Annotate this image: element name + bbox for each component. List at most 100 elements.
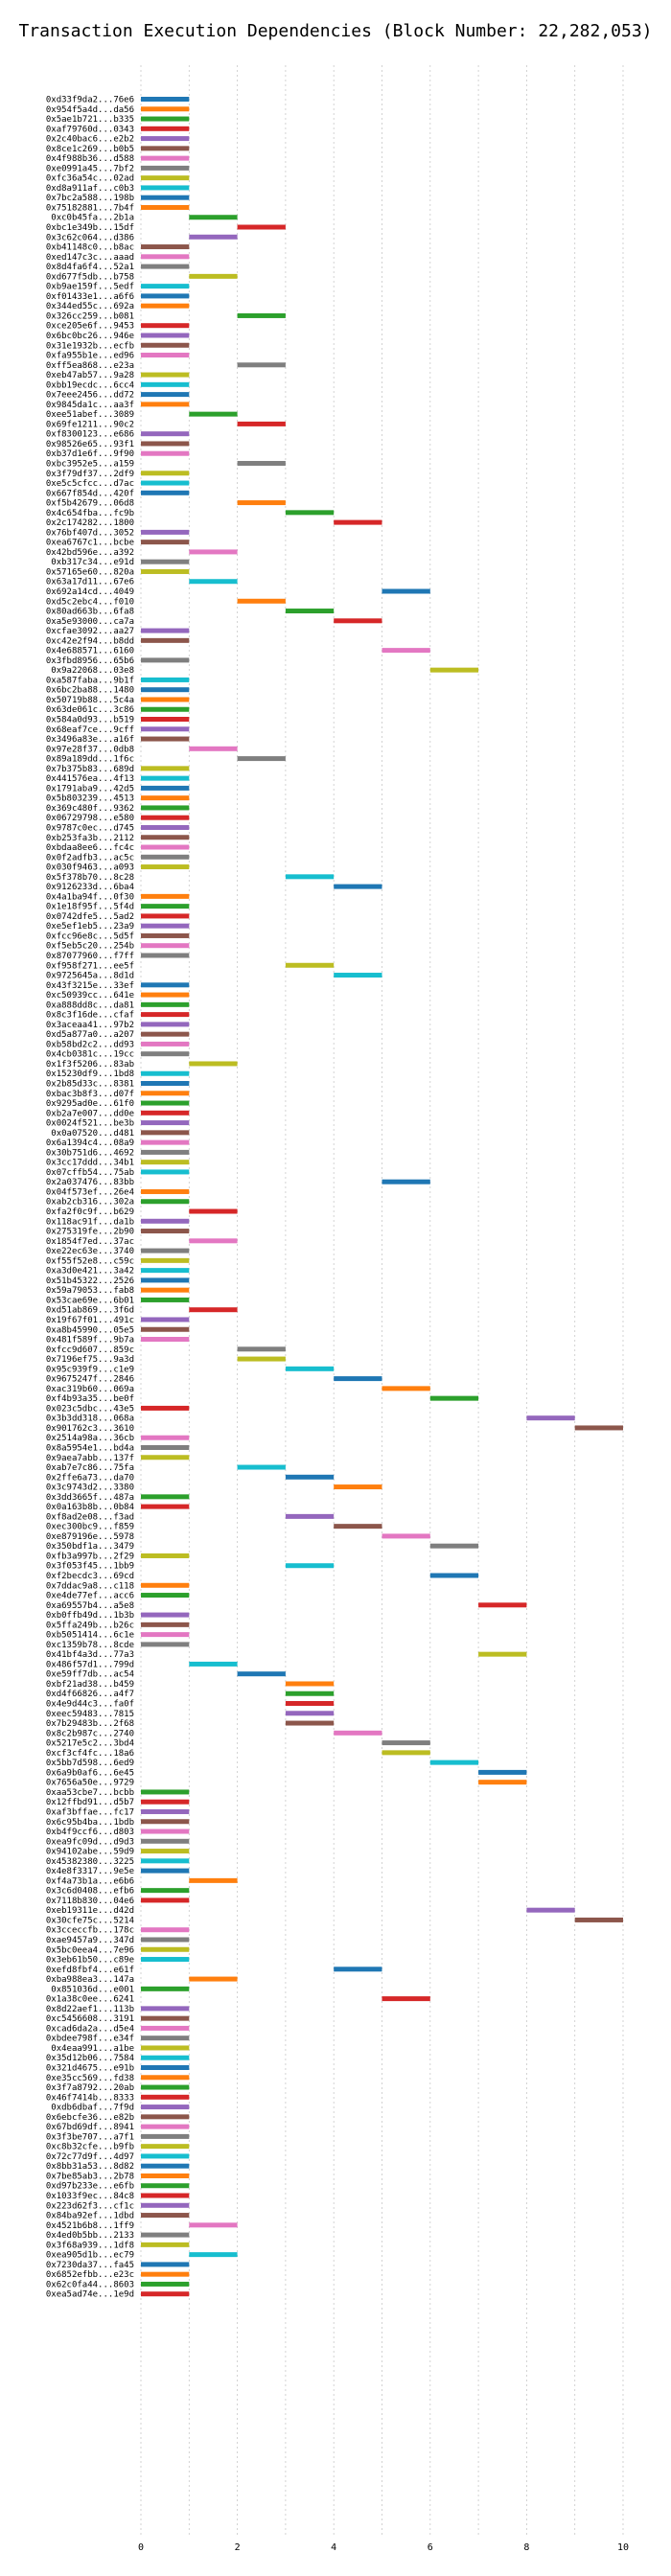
- task-bar: [141, 1622, 190, 1627]
- row-label: 0x1033f9ec...84c8: [46, 2192, 134, 2201]
- row-label: 0x57165e60...820a: [46, 567, 134, 577]
- task-bar: [141, 1091, 190, 1096]
- task-bar: [141, 431, 190, 437]
- x-tick-label: 2: [235, 2542, 241, 2553]
- row-label: 0x5bb7d598...6ed9: [46, 1759, 134, 1768]
- row-label: 0x954f5a4d...da56: [46, 105, 134, 115]
- task-bar: [285, 874, 335, 880]
- row-label: 0x1f3f5206...83ab: [46, 1060, 134, 1070]
- task-bar: [141, 471, 190, 476]
- task-bar: [141, 677, 190, 682]
- row-label: 0x87077960...f7ff: [46, 952, 134, 961]
- task-bar: [382, 588, 430, 594]
- task-bar: [285, 510, 335, 516]
- row-label: 0x5b803239...4513: [46, 794, 134, 804]
- row-label: 0x7656a50e...9729: [46, 1779, 134, 1788]
- row-label: 0xbac3b8f3...d07f: [46, 1090, 134, 1099]
- task-bar: [141, 441, 190, 447]
- task-bar: [141, 323, 190, 329]
- task-bar: [478, 1780, 527, 1785]
- row-label: 0x4e9d44c3...fa0f: [46, 1700, 134, 1710]
- task-bar: [429, 1395, 479, 1401]
- task-bar: [141, 333, 190, 338]
- row-label: 0xa587faba...9b1f: [46, 676, 134, 685]
- row-label: 0x63a17d11...67e6: [46, 578, 134, 587]
- row-label: 0x6ebcfe36...e82b: [46, 2113, 134, 2123]
- row-label: 0xd5c2ebc4...f010: [46, 597, 134, 607]
- row-label: 0xff5ea868...e23a: [46, 361, 134, 371]
- row-label: 0x8a5954e1...bd4a: [46, 1443, 134, 1453]
- row-label: 0x3cc17ddd...34b1: [46, 1159, 134, 1168]
- task-bar: [141, 1100, 190, 1106]
- row-label: 0x59a79053...fab8: [46, 1286, 134, 1296]
- row-label: 0x3cceccfb...178c: [46, 1926, 134, 1936]
- task-bar: [141, 342, 190, 348]
- task-bar: [141, 204, 190, 210]
- row-label: 0x7b375b83...689d: [46, 765, 134, 774]
- task-bar: [141, 1582, 190, 1588]
- task-bar: [141, 2065, 190, 2070]
- task-bar: [141, 1199, 190, 1205]
- row-label: 0xe59ff7db...ac54: [46, 1670, 134, 1680]
- task-bar: [237, 1346, 286, 1352]
- task-bar: [141, 2075, 190, 2081]
- row-label: 0x7eee2456...dd72: [46, 391, 134, 401]
- row-label: 0x6c95b4ba...1bdb: [46, 1818, 134, 1828]
- row-label: 0x5f378b70...8c28: [46, 873, 134, 883]
- row-label: 0x3c62c064...d386: [46, 233, 134, 242]
- row-label: 0x12ffbd91...d5b7: [46, 1798, 134, 1807]
- row-label: 0x2c174282...1800: [46, 518, 134, 528]
- row-label: 0x6a9b0af6...6e45: [46, 1768, 134, 1778]
- task-bar: [334, 1524, 382, 1530]
- task-bar: [141, 706, 190, 712]
- row-label: 0x1a38c0ee...6241: [46, 1995, 134, 2005]
- task-bar: [141, 1297, 190, 1302]
- task-bar: [237, 500, 286, 506]
- row-label: 0x2ffe6a73...da70: [46, 1473, 134, 1483]
- task-bar: [334, 1484, 382, 1490]
- row-label: 0x50719b88...5c4a: [46, 696, 134, 705]
- row-label: 0xe5c5cfcc...d7ac: [46, 479, 134, 489]
- row-label: 0x667f854d...420f: [46, 489, 134, 498]
- row-label: 0x326cc259...b081: [46, 311, 134, 321]
- row-label: 0xc50939cc...641e: [46, 991, 134, 1000]
- row-label: 0xaf3bffae...fc17: [46, 1807, 134, 1817]
- row-label: 0x4c654fba...fc9b: [46, 509, 134, 518]
- row-label: 0xea6767c1...bcbe: [46, 539, 134, 548]
- row-label: 0xd97b233e...e6fb: [46, 2182, 134, 2192]
- row-label: 0x3f053f45...1bb9: [46, 1562, 134, 1572]
- task-bar: [141, 97, 190, 102]
- task-bar: [141, 2193, 190, 2198]
- task-bar: [141, 2124, 190, 2129]
- row-label: 0x3dd3665f...487a: [46, 1493, 134, 1503]
- row-label: 0xf01433e1...a6f6: [46, 292, 134, 302]
- task-bar: [141, 155, 190, 161]
- task-bar: [141, 1317, 190, 1322]
- task-bar: [141, 1169, 190, 1175]
- row-label: 0x7196ef75...9a3d: [46, 1355, 134, 1365]
- task-bar: [141, 1248, 190, 1254]
- row-label: 0xbc1e349b...15df: [46, 223, 134, 233]
- task-bar: [237, 421, 286, 426]
- row-label: 0x0a163b8b...0b84: [46, 1503, 134, 1512]
- task-bar: [141, 982, 190, 988]
- task-bar: [141, 529, 190, 535]
- row-label: 0x118ac91f...da1b: [46, 1217, 134, 1227]
- task-bar: [526, 1415, 575, 1421]
- task-bar: [429, 1543, 479, 1549]
- row-label: 0xf4b93a35...be0f: [46, 1394, 134, 1404]
- task-bar: [141, 1898, 190, 1903]
- task-bar: [189, 1238, 238, 1244]
- row-label: 0x486f57d1...799d: [46, 1660, 134, 1669]
- task-bar: [141, 697, 190, 702]
- row-label: 0xfa955b1e...ed96: [46, 352, 134, 361]
- task-bar: [141, 372, 190, 378]
- row-label: 0x0742dfe5...5ad2: [46, 912, 134, 922]
- task-bar: [285, 609, 335, 614]
- row-label: 0xb41148c0...b8ac: [46, 243, 134, 253]
- row-label: 0x3496a83e...a16f: [46, 735, 134, 745]
- row-label: 0x8c2b987c...2740: [46, 1729, 134, 1738]
- row-label: 0x9126233d...6ba4: [46, 883, 134, 892]
- row-label: 0x4e8f3317...9e5e: [46, 1867, 134, 1876]
- row-label: 0x98526e65...93f1: [46, 440, 134, 449]
